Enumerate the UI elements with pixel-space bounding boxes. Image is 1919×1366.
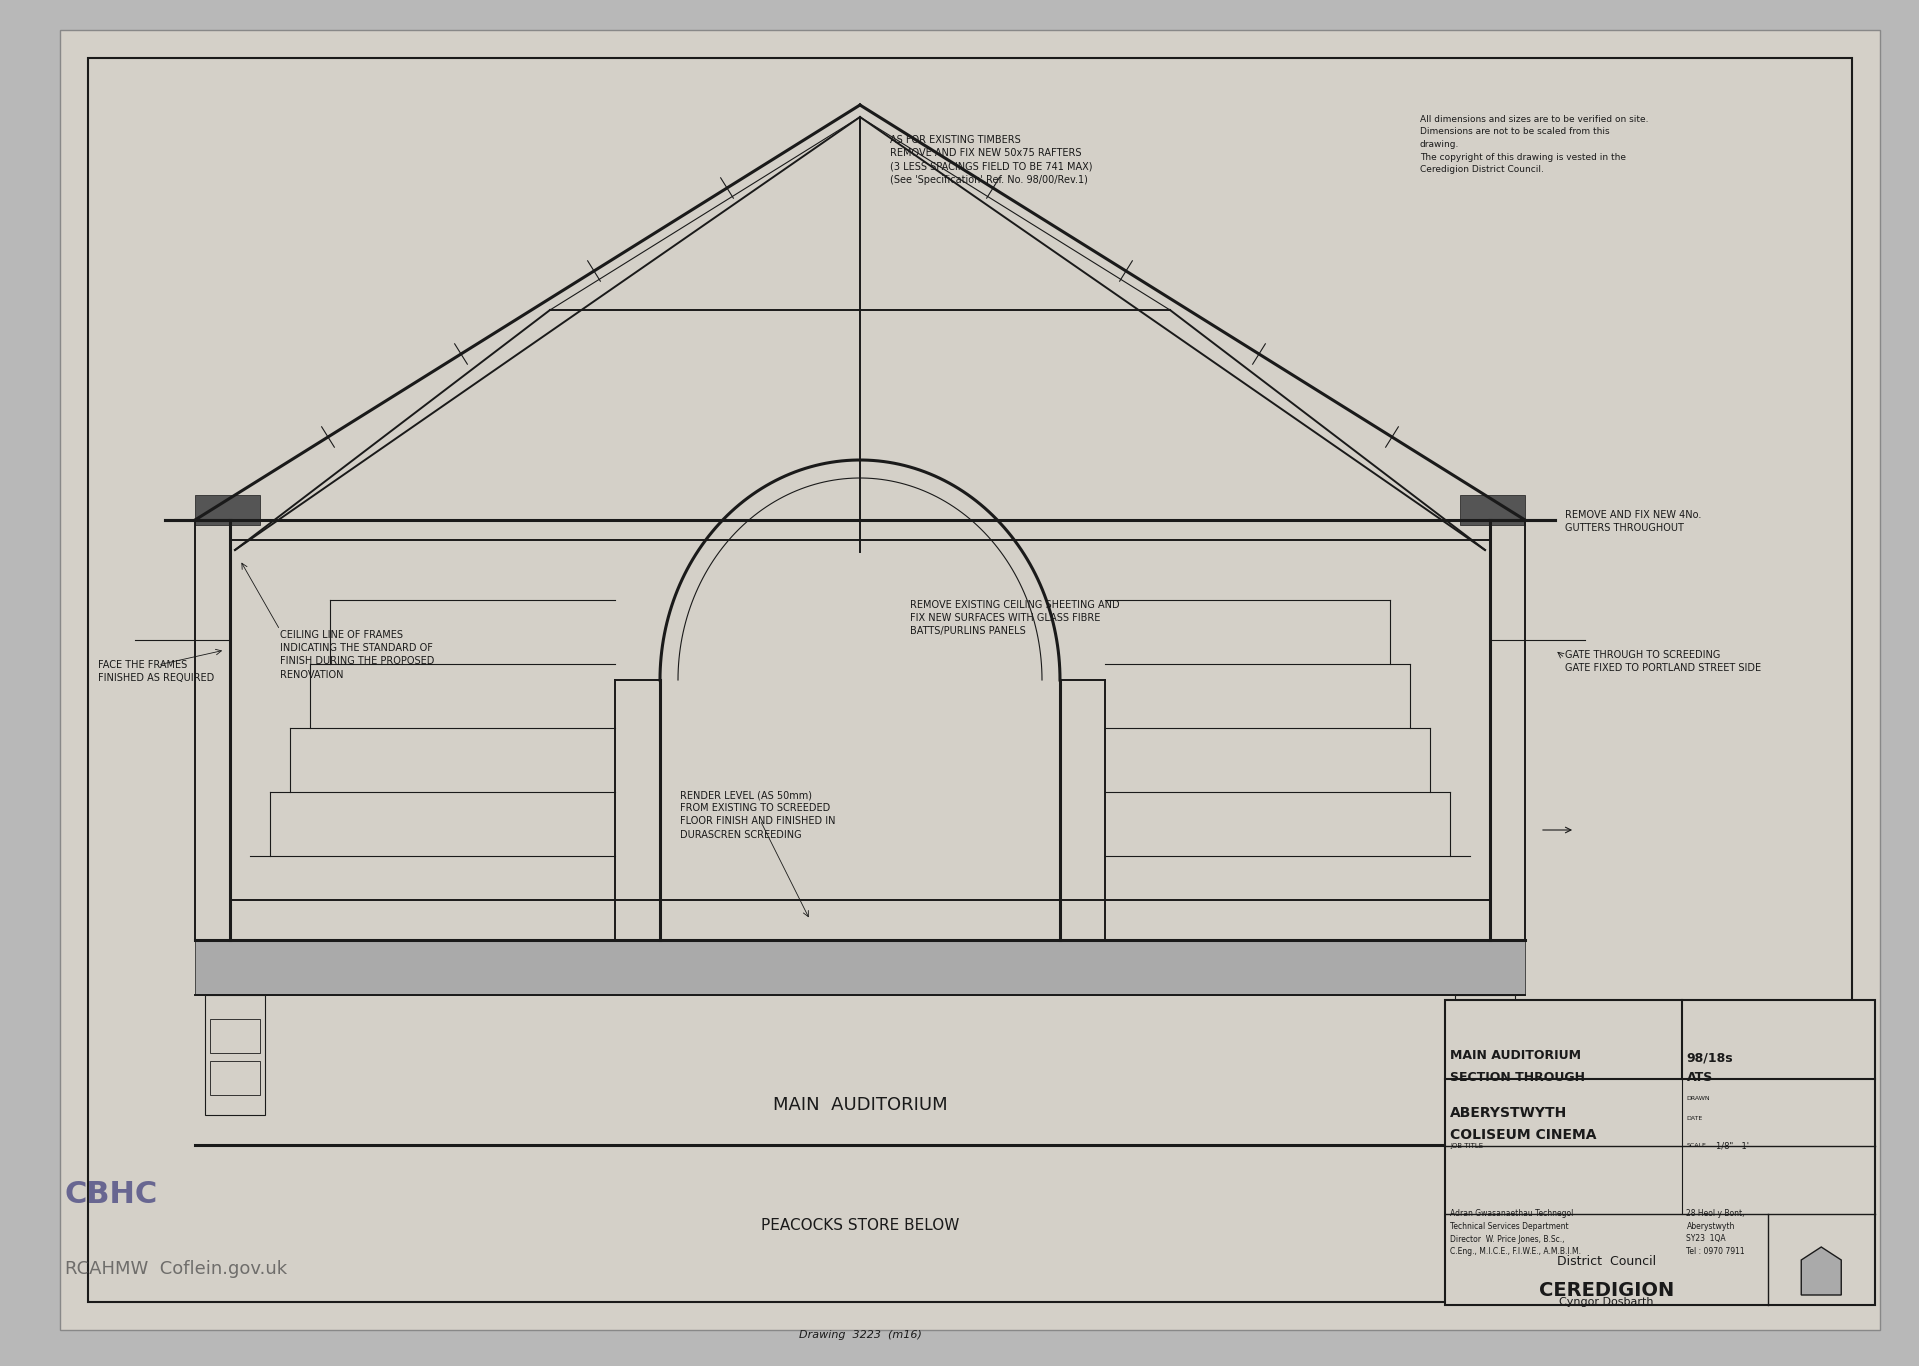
Text: GATE THROUGH TO SCREEDING
GATE FIXED TO PORTLAND STREET SIDE: GATE THROUGH TO SCREEDING GATE FIXED TO …	[1566, 650, 1762, 673]
Bar	[209, 1061, 259, 1094]
Text: All dimensions and sizes are to be verified on site.
Dimensions are not to be sc: All dimensions and sizes are to be verif…	[1420, 115, 1648, 173]
Text: ATS: ATS	[1687, 1071, 1714, 1085]
Text: MAIN  AUDITORIUM: MAIN AUDITORIUM	[773, 1096, 948, 1115]
Text: 1/8" - 1': 1/8" - 1'	[1716, 1142, 1750, 1150]
Text: CEREDIGION: CEREDIGION	[1539, 1281, 1673, 1300]
Bar	[209, 1019, 259, 1053]
Polygon shape	[1802, 1247, 1840, 1295]
Text: COLISEUM CINEMA: COLISEUM CINEMA	[1451, 1128, 1597, 1142]
Bar	[196, 940, 1526, 994]
Text: REMOVE EXISTING CEILING SHEETING AND
FIX NEW SURFACES WITH GLASS FIBRE
BATTS/PUR: REMOVE EXISTING CEILING SHEETING AND FIX…	[910, 600, 1119, 637]
Text: 28 Heol y Bont,
Aberystwyth
SY23  1QA
Tel : 0970 7911: 28 Heol y Bont, Aberystwyth SY23 1QA Tel…	[1687, 1209, 1744, 1255]
Text: Cyngor Dosbarth: Cyngor Dosbarth	[1558, 1296, 1654, 1307]
Text: RCAHMW  Coflein.gov.uk: RCAHMW Coflein.gov.uk	[65, 1259, 288, 1279]
Text: SECTION THROUGH: SECTION THROUGH	[1451, 1071, 1585, 1085]
Text: DATE: DATE	[1687, 1116, 1702, 1121]
Bar	[1460, 494, 1526, 525]
Bar	[1460, 1019, 1510, 1053]
Text: Adran Gwasanaethau Technegol
Technical Services Department
Director  W. Price Jo: Adran Gwasanaethau Technegol Technical S…	[1451, 1209, 1581, 1255]
Bar	[1445, 1000, 1875, 1305]
Text: JOB TITLE: JOB TITLE	[1451, 1143, 1483, 1149]
Text: DRAWN: DRAWN	[1687, 1097, 1710, 1101]
Bar	[1460, 1061, 1510, 1094]
Text: SCALE: SCALE	[1687, 1143, 1706, 1149]
Text: FACE THE FRAMES
FINISHED AS REQUIRED: FACE THE FRAMES FINISHED AS REQUIRED	[98, 660, 215, 683]
Text: 98/18s: 98/18s	[1687, 1052, 1733, 1064]
Bar	[196, 494, 259, 525]
Text: ABERYSTWYTH: ABERYSTWYTH	[1451, 1106, 1568, 1120]
Text: MAIN AUDITORIUM: MAIN AUDITORIUM	[1451, 1049, 1581, 1063]
Text: CBHC: CBHC	[65, 1180, 157, 1209]
Text: District  Council: District Council	[1556, 1255, 1656, 1268]
Text: PEACOCKS STORE BELOW: PEACOCKS STORE BELOW	[760, 1217, 960, 1232]
Text: REMOVE AND FIX NEW 4No.
GUTTERS THROUGHOUT: REMOVE AND FIX NEW 4No. GUTTERS THROUGHO…	[1566, 510, 1702, 533]
Text: Drawing  3223  (m16): Drawing 3223 (m16)	[798, 1330, 921, 1340]
Bar	[205, 994, 265, 1115]
Bar	[1455, 994, 1514, 1115]
Text: RENDER LEVEL (AS 50mm)
FROM EXISTING TO SCREEDED
FLOOR FINISH AND FINISHED IN
DU: RENDER LEVEL (AS 50mm) FROM EXISTING TO …	[679, 790, 835, 840]
Text: CEILING LINE OF FRAMES
INDICATING THE STANDARD OF
FINISH DURING THE PROPOSED
REN: CEILING LINE OF FRAMES INDICATING THE ST…	[280, 630, 434, 680]
Text: AS FOR EXISTING TIMBERS
REMOVE AND FIX NEW 50x75 RAFTERS
(3 LESS SPACINGS FIELD : AS FOR EXISTING TIMBERS REMOVE AND FIX N…	[890, 135, 1092, 184]
